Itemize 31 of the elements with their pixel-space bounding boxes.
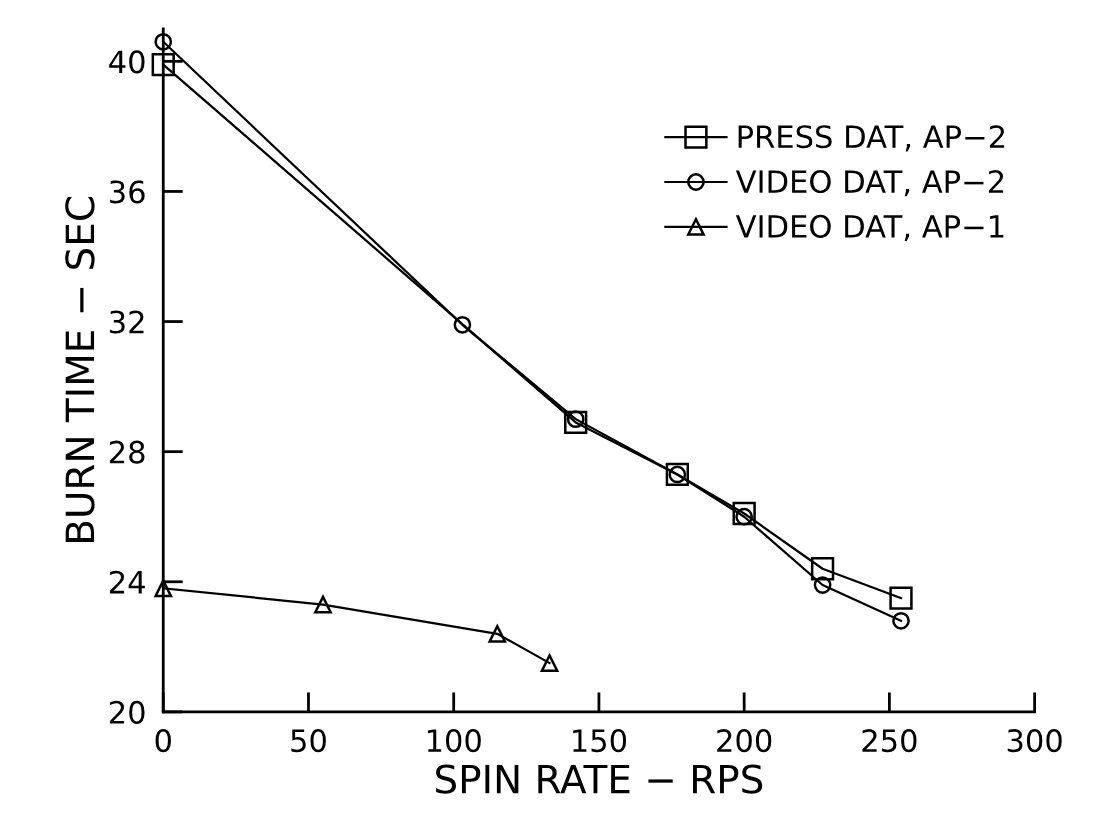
x-tick-label: 50 <box>291 729 326 753</box>
point <box>453 315 472 334</box>
point <box>889 586 913 610</box>
point <box>732 501 756 526</box>
y-tick-label: 20 <box>109 700 145 724</box>
y-tick-label: 24 <box>109 570 145 594</box>
x-tick-label: 150 <box>573 729 627 753</box>
x-tick-label: 0 <box>155 729 171 753</box>
point <box>151 52 175 77</box>
x-tick-label: 200 <box>717 729 772 753</box>
x-tick-label: 100 <box>427 729 481 753</box>
y-tick-label: 32 <box>110 310 144 334</box>
legend-label: PRESS DAT, AP−2 <box>738 125 1005 152</box>
point <box>540 654 559 672</box>
point <box>154 32 173 51</box>
y-tick-label: 28 <box>109 440 145 464</box>
point <box>810 557 835 581</box>
point <box>488 624 507 643</box>
x-axis-title: SPIN RATE − RPS <box>436 764 763 794</box>
x-tick-label: 250 <box>862 729 917 753</box>
point <box>564 410 588 435</box>
legend-label: VIDEO DAT, AP−1 <box>735 214 1004 242</box>
point <box>892 611 910 630</box>
y-tick-label: 40 <box>109 50 145 74</box>
point <box>154 579 173 598</box>
point <box>813 576 832 594</box>
legend-label: VIDEO DAT, AP−2 <box>735 170 1004 197</box>
point <box>314 595 332 614</box>
x-tick-label: 300 <box>1007 729 1062 753</box>
y-tick-label: 36 <box>110 180 145 204</box>
y-axis-title: BURN TIME − SEC <box>65 197 95 542</box>
